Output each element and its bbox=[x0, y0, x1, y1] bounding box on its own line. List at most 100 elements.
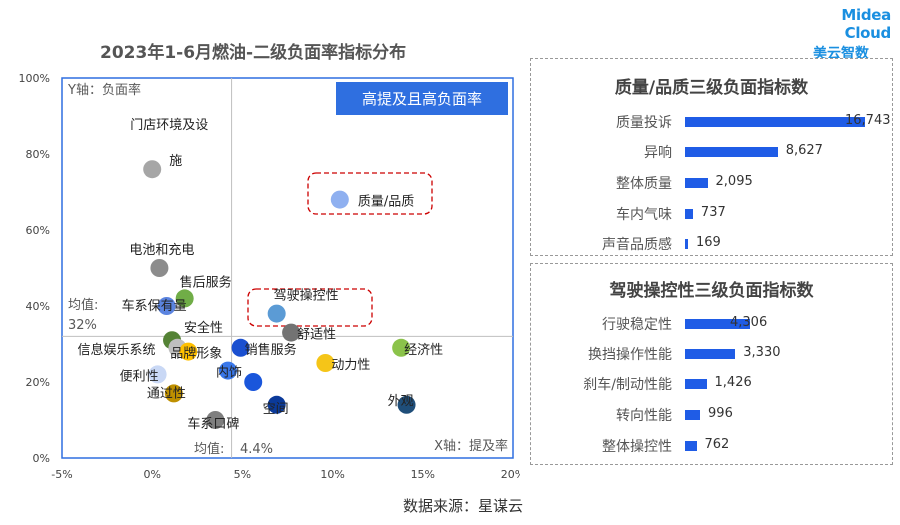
bar bbox=[685, 379, 707, 389]
mean-y-label: 均值: bbox=[68, 297, 98, 313]
point-label: 品牌形象 bbox=[170, 346, 222, 362]
bar-row: 换挡操作性能 3,330 bbox=[531, 340, 892, 366]
bar bbox=[685, 441, 697, 451]
bar-value-label: 4,306 bbox=[730, 315, 768, 330]
bar-row: 整体操控性 762 bbox=[531, 432, 892, 458]
quality-panel-title: 质量/品质三级负面指标数 bbox=[614, 78, 809, 98]
logo-text-en: Midea Cloud bbox=[841, 6, 891, 42]
x-tick-label: 0% bbox=[143, 468, 160, 481]
y-tick-label: 40% bbox=[26, 300, 50, 313]
plot-frame bbox=[61, 77, 514, 459]
data-point bbox=[179, 342, 198, 361]
midea-cloud-logo: Midea Cloud 美云智数 bbox=[791, 6, 891, 63]
bar-category-label: 行驶稳定性 bbox=[602, 317, 672, 333]
bar bbox=[685, 239, 688, 249]
bar-category-label: 声音品质感 bbox=[602, 237, 672, 253]
point-label: 空间 bbox=[263, 402, 289, 417]
data-point bbox=[397, 395, 416, 414]
bar bbox=[685, 319, 750, 329]
bar-value-label: 762 bbox=[704, 437, 730, 452]
mean-x-label: 均值: bbox=[194, 441, 224, 457]
y-tick-label: 20% bbox=[26, 376, 50, 389]
quadrant-label-box bbox=[336, 82, 508, 115]
y-tick-label: 100% bbox=[19, 72, 50, 85]
bar bbox=[685, 410, 701, 420]
bar-row: 质量投诉 16,743 bbox=[531, 108, 892, 134]
x-tick-label: -5% bbox=[51, 468, 72, 481]
point-label: 售后服务 bbox=[180, 274, 232, 290]
point-label: 驾驶操控性 bbox=[274, 288, 339, 304]
point-label: 销售服务 bbox=[245, 342, 297, 358]
bar-category-label: 整体操控性 bbox=[602, 439, 672, 455]
bar bbox=[685, 209, 693, 219]
data-point bbox=[206, 411, 225, 429]
data-point bbox=[157, 297, 176, 315]
x-tick-label: 15% bbox=[411, 468, 435, 481]
data-point bbox=[282, 323, 301, 342]
data-point bbox=[392, 338, 411, 357]
bar-category-label: 车内气味 bbox=[616, 207, 672, 223]
bar-category-label: 换挡操作性能 bbox=[588, 347, 672, 363]
point-label: 门店环境及设 bbox=[130, 118, 208, 133]
x-axis-label: X轴：提及率 bbox=[434, 438, 508, 454]
bar-value-label: 1,426 bbox=[714, 375, 752, 390]
driving-panel-title: 驾驶操控性三级负面指标数 bbox=[609, 281, 814, 301]
quality-bar-panel: 质量/品质三级负面指标数 质量投诉 16,743 异响 8,627 整体质量 2,095 车… bbox=[530, 58, 893, 256]
point-label: 动力性 bbox=[331, 358, 370, 373]
point-label: 电池和充电 bbox=[129, 242, 194, 258]
scatter-chart: -5%0%5%10%15%20%0%20%40%60%80%100%Y轴：负面率… bbox=[19, 72, 520, 481]
point-label: 经济性 bbox=[404, 343, 443, 358]
point-label: 外观 bbox=[388, 394, 414, 409]
bar bbox=[685, 178, 708, 188]
bar-row: 刹车/制动性能 1,426 bbox=[531, 370, 892, 396]
point-label: 通过性 bbox=[147, 386, 186, 401]
bar bbox=[685, 147, 778, 157]
data-point bbox=[330, 190, 349, 209]
point-label: 安全性 bbox=[184, 320, 223, 336]
x-tick-label: 5% bbox=[234, 468, 251, 481]
data-point bbox=[218, 361, 237, 380]
data-point bbox=[231, 338, 250, 357]
bar-value-label: 2,095 bbox=[715, 174, 753, 189]
bar-category-label: 异响 bbox=[644, 145, 672, 161]
point-label: 车系保有量 bbox=[122, 298, 187, 314]
bar-row: 车内气味 737 bbox=[531, 200, 892, 226]
point-label: 车系口碑 bbox=[187, 416, 239, 432]
bar-row: 行驶稳定性 4,306 bbox=[531, 310, 892, 336]
driving-bar-panel: 驾驶操控性三级负面指标数 行驶稳定性 4,306 换挡操作性能 3,330 刹车/制动性… bbox=[530, 263, 893, 465]
data-point bbox=[316, 354, 335, 372]
y-tick-label: 80% bbox=[26, 148, 50, 161]
bar-value-label: 16,743 bbox=[845, 113, 891, 128]
data-point bbox=[164, 384, 183, 403]
mean-y-value: 32% bbox=[68, 318, 97, 333]
bar-row: 声音品质感 169 bbox=[531, 230, 892, 256]
bar bbox=[685, 349, 736, 359]
point-label: 内饰 bbox=[216, 365, 242, 381]
point-label: 舒适性 bbox=[297, 328, 336, 343]
bar-row: 转向性能 996 bbox=[531, 401, 892, 427]
bar-row: 整体质量 2,095 bbox=[531, 169, 892, 195]
bar-category-label: 质量投诉 bbox=[616, 115, 672, 131]
data-point bbox=[267, 304, 286, 323]
x-tick-label: 20% bbox=[501, 468, 520, 481]
data-source: 数据来源：星谋云 bbox=[403, 497, 524, 515]
y-axis-label: Y轴：负面率 bbox=[67, 82, 141, 98]
quadrant-label: 高提及且高负面率 bbox=[362, 90, 482, 108]
bar-category-label: 转向性能 bbox=[616, 408, 672, 424]
bar-value-label: 996 bbox=[708, 406, 733, 421]
highlight-box-driving bbox=[247, 288, 373, 327]
point-label: 信息娱乐系统 bbox=[77, 342, 155, 358]
bar-category-label: 整体质量 bbox=[616, 176, 672, 192]
point-label: 质量/品质 bbox=[358, 195, 414, 210]
chart-title: 2023年1-6月燃油-二级负面率指标分布 bbox=[100, 43, 407, 63]
bar-row: 异响 8,627 bbox=[531, 138, 892, 164]
y-tick-label: 60% bbox=[26, 224, 50, 237]
data-point bbox=[143, 160, 162, 179]
data-point bbox=[267, 395, 286, 414]
point-label: 便利性 bbox=[120, 369, 159, 384]
bar-value-label: 737 bbox=[700, 205, 726, 220]
bar-category-label: 刹车/制动性能 bbox=[583, 377, 672, 393]
x-tick-label: 10% bbox=[320, 468, 344, 481]
y-tick-label: 0% bbox=[33, 452, 50, 465]
mean-x-value: 4.4% bbox=[240, 442, 273, 457]
